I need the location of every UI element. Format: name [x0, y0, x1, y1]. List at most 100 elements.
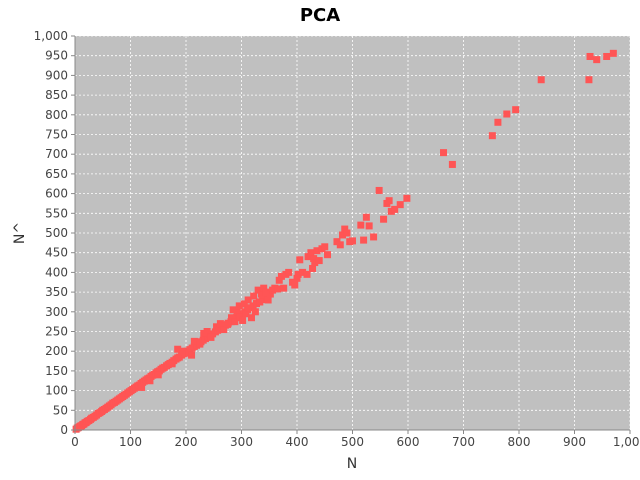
data-point [321, 243, 329, 251]
data-point [311, 259, 319, 267]
y-tick-label: 550 [45, 206, 68, 220]
x-tick-label: 700 [452, 435, 475, 449]
data-point [229, 306, 237, 314]
data-point [203, 328, 211, 335]
data-point [168, 360, 176, 368]
data-point [339, 231, 347, 239]
data-point [537, 76, 545, 84]
data-point [213, 323, 221, 331]
y-tick-label: 600 [45, 187, 68, 201]
y-tick-label: 650 [45, 167, 68, 181]
data-point [220, 326, 228, 334]
y-tick-label: 350 [45, 285, 68, 299]
y-ticks: 0 50 100 150 200 250 300 350 400 450 500 550 600 650 7… [34, 29, 75, 437]
data-point [494, 118, 502, 126]
data-point [266, 290, 274, 298]
data-point [293, 274, 301, 282]
y-tick-label: 1,000 [34, 29, 68, 43]
data-point [341, 225, 349, 233]
data-point [440, 149, 448, 157]
data-point [365, 222, 373, 230]
data-point [179, 347, 187, 355]
data-point [254, 286, 262, 294]
data-points [72, 49, 617, 433]
data-point [403, 194, 411, 202]
data-point [190, 337, 198, 345]
x-tick-label: 0 [71, 435, 79, 449]
y-tick-label: 250 [45, 325, 68, 339]
y-tick-label: 900 [45, 68, 68, 82]
data-point [239, 316, 247, 324]
x-axis-label: N [347, 456, 357, 472]
x-tick-label: 600 [397, 435, 420, 449]
data-point [313, 247, 321, 255]
data-point [307, 249, 315, 257]
data-point [275, 276, 283, 284]
x-tick-label: 300 [230, 435, 253, 449]
y-tick-label: 0 [60, 423, 68, 437]
data-point [146, 377, 154, 385]
data-point [357, 221, 365, 229]
y-tick-label: 400 [45, 265, 68, 279]
data-point [262, 288, 270, 296]
data-point [370, 233, 378, 241]
data-point [196, 340, 204, 348]
data-point [385, 197, 393, 205]
y-tick-label: 300 [45, 305, 68, 319]
data-point [235, 302, 243, 310]
data-point [154, 371, 162, 379]
data-point [603, 52, 611, 60]
data-point [360, 236, 368, 244]
data-point [586, 52, 594, 60]
data-point [310, 255, 318, 263]
data-point [299, 268, 307, 276]
data-point [274, 285, 282, 293]
data-point [585, 76, 593, 84]
data-point [304, 253, 312, 261]
y-tick-label: 700 [45, 147, 68, 161]
data-point [244, 296, 252, 304]
data-point [242, 310, 250, 318]
y-tick-label: 200 [45, 344, 68, 358]
data-point [188, 351, 196, 359]
data-point [343, 229, 351, 237]
data-point [277, 272, 285, 280]
data-point [448, 160, 456, 168]
data-point [512, 106, 520, 114]
x-tick-label: 800 [508, 435, 531, 449]
y-tick-label: 750 [45, 128, 68, 142]
y-tick-label: 500 [45, 226, 68, 240]
data-point [224, 320, 232, 328]
data-point [503, 110, 511, 118]
grid [75, 35, 631, 430]
y-tick-label: 450 [45, 246, 68, 260]
data-point [336, 241, 344, 249]
y-tick-label: 850 [45, 88, 68, 102]
y-tick-label: 50 [53, 403, 68, 417]
chart-title: PCA [300, 5, 340, 26]
data-point [138, 383, 146, 391]
data-point [609, 49, 617, 57]
x-tick-label: 900 [563, 435, 586, 449]
data-point [256, 298, 264, 306]
data-point [257, 290, 265, 298]
x-ticks: 0 100 200 300 400 500 600 700 800 900 1,000 [71, 430, 640, 449]
data-point [280, 284, 288, 292]
data-point [296, 256, 304, 264]
data-point [593, 56, 601, 64]
data-point [309, 264, 317, 272]
x-tick-label: 400 [286, 435, 309, 449]
x-tick-label: 1,000 [613, 435, 640, 449]
data-point [207, 333, 215, 341]
y-tick-label: 150 [45, 364, 68, 378]
data-point [264, 296, 272, 304]
data-point [251, 308, 259, 316]
y-tick-label: 950 [45, 49, 68, 63]
data-point [247, 314, 255, 322]
data-point [396, 201, 404, 209]
data-point [375, 186, 383, 194]
data-point [349, 237, 356, 245]
data-point [391, 205, 399, 213]
data-point [174, 345, 182, 353]
data-point [233, 308, 241, 316]
